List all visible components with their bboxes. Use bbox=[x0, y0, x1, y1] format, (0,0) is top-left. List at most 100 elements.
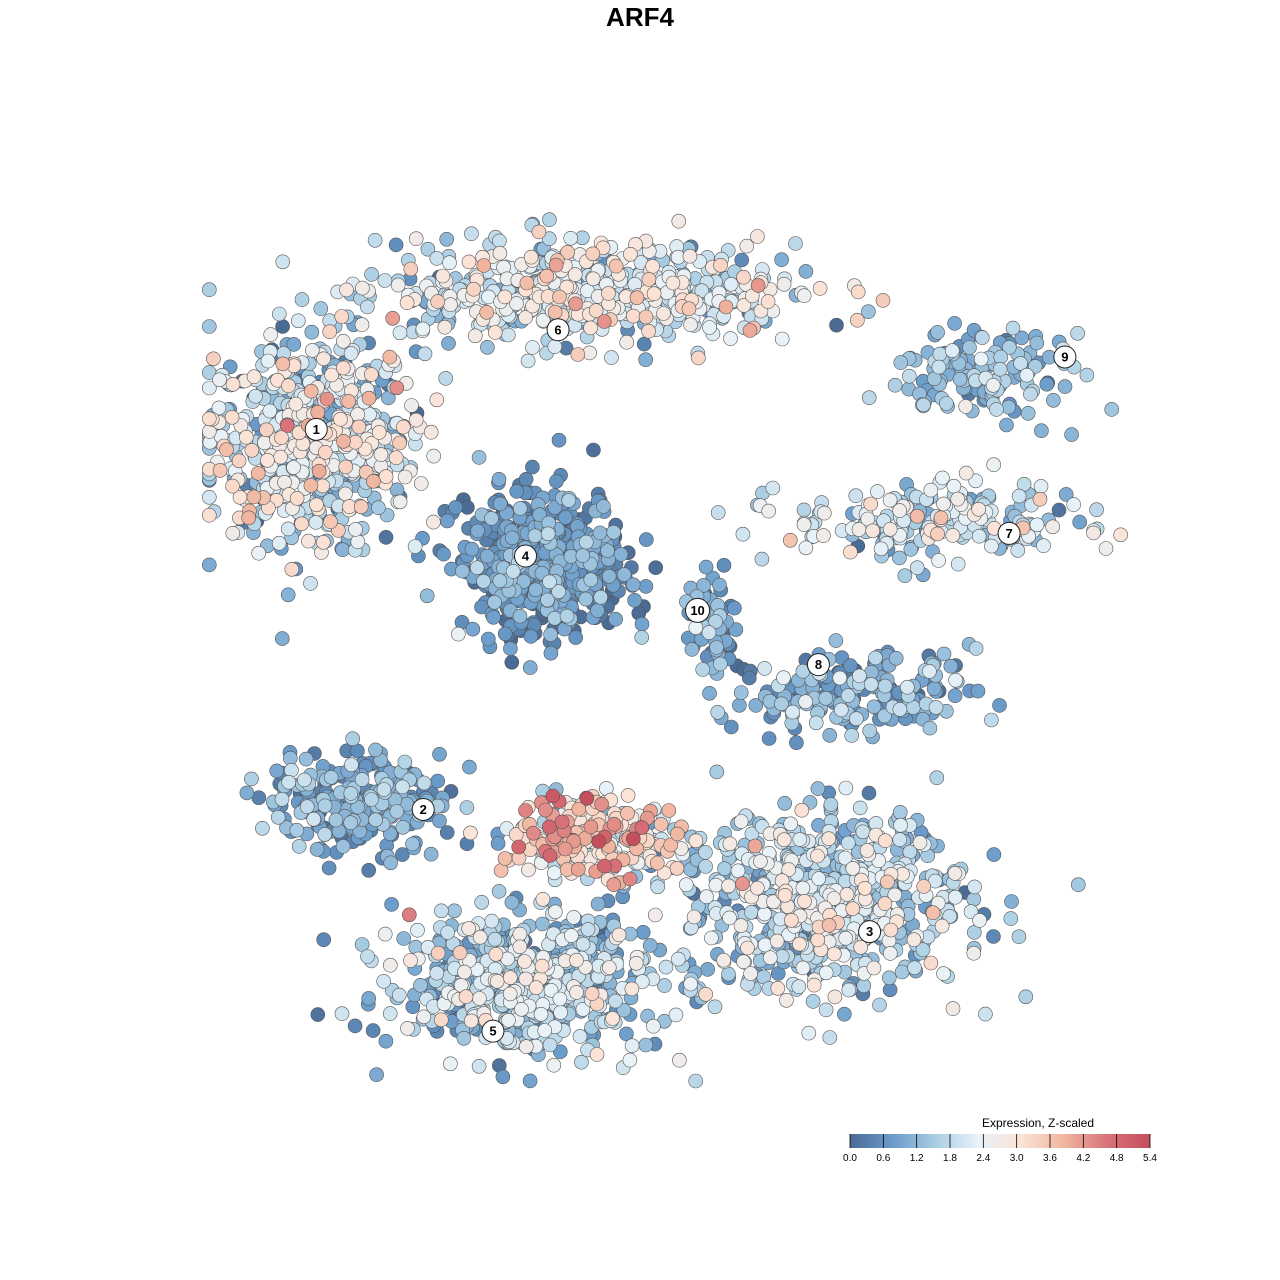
data-point bbox=[335, 839, 351, 854]
data-point bbox=[765, 480, 781, 496]
data-point bbox=[624, 981, 640, 997]
data-point bbox=[344, 757, 359, 773]
data-point bbox=[892, 503, 908, 518]
data-point bbox=[733, 918, 749, 933]
legend-tick-label: 4.2 bbox=[1076, 1153, 1090, 1164]
data-point bbox=[642, 938, 658, 953]
data-point bbox=[794, 802, 810, 818]
data-point bbox=[892, 702, 908, 717]
data-point bbox=[945, 528, 961, 543]
data-point bbox=[561, 493, 577, 508]
data-point bbox=[569, 952, 584, 968]
data-point bbox=[950, 556, 966, 572]
data-point bbox=[534, 916, 550, 932]
data-point bbox=[958, 465, 974, 481]
data-point bbox=[435, 268, 451, 284]
data-point bbox=[277, 474, 292, 490]
data-point bbox=[579, 790, 595, 806]
data-point bbox=[1019, 367, 1035, 383]
data-point bbox=[471, 450, 487, 465]
data-point bbox=[517, 954, 532, 969]
data-point bbox=[1020, 405, 1036, 421]
data-point bbox=[557, 841, 573, 857]
data-point bbox=[463, 825, 478, 841]
data-point bbox=[698, 986, 714, 1002]
data-point bbox=[275, 319, 290, 334]
data-point bbox=[317, 827, 333, 842]
data-point bbox=[906, 932, 922, 948]
data-point bbox=[365, 1023, 381, 1038]
data-point bbox=[377, 926, 393, 942]
data-point bbox=[648, 560, 664, 576]
data-point bbox=[502, 970, 518, 985]
data-point bbox=[749, 880, 765, 896]
data-point bbox=[707, 999, 723, 1015]
data-point bbox=[641, 272, 657, 287]
data-point bbox=[718, 299, 734, 315]
data-point bbox=[774, 696, 789, 712]
data-point bbox=[384, 897, 399, 912]
data-point bbox=[492, 233, 507, 249]
data-point bbox=[269, 763, 285, 779]
data-point bbox=[345, 731, 361, 747]
data-point bbox=[284, 561, 300, 577]
data-point bbox=[709, 640, 724, 655]
data-point bbox=[947, 889, 963, 905]
data-point bbox=[464, 541, 480, 557]
data-point bbox=[532, 507, 547, 523]
data-point bbox=[670, 826, 685, 842]
data-point bbox=[334, 1006, 350, 1022]
data-point bbox=[328, 812, 344, 828]
data-point bbox=[606, 524, 622, 540]
data-point bbox=[861, 304, 876, 320]
data-point bbox=[310, 404, 326, 420]
data-point bbox=[487, 594, 502, 610]
cluster-label-text: 3 bbox=[866, 924, 873, 939]
data-point bbox=[646, 286, 662, 302]
data-point bbox=[202, 557, 217, 573]
data-point bbox=[315, 534, 331, 550]
data-point bbox=[206, 351, 221, 367]
data-point bbox=[922, 720, 938, 736]
data-point bbox=[547, 339, 563, 354]
data-point bbox=[202, 507, 217, 523]
data-point bbox=[538, 802, 553, 818]
data-point bbox=[471, 1059, 487, 1074]
data-point bbox=[395, 779, 410, 795]
data-point bbox=[984, 712, 999, 728]
data-point bbox=[966, 945, 982, 961]
cluster-label-2: 2 bbox=[411, 797, 435, 821]
data-point bbox=[535, 891, 551, 907]
data-point bbox=[574, 1054, 589, 1070]
data-point bbox=[400, 1021, 415, 1036]
data-point bbox=[798, 540, 814, 556]
data-point bbox=[859, 843, 875, 858]
data-point bbox=[897, 568, 913, 584]
data-point bbox=[271, 306, 287, 322]
data-point bbox=[306, 811, 322, 827]
data-point bbox=[584, 986, 600, 1001]
cluster-label-6: 6 bbox=[546, 318, 570, 342]
data-point bbox=[606, 816, 622, 832]
data-point bbox=[730, 863, 746, 879]
data-point bbox=[863, 496, 879, 512]
data-point bbox=[625, 308, 641, 324]
data-point bbox=[546, 1057, 562, 1073]
data-point bbox=[636, 336, 652, 352]
data-point bbox=[646, 1018, 661, 1034]
data-point bbox=[390, 277, 406, 293]
data-point bbox=[827, 989, 843, 1005]
data-point bbox=[353, 499, 369, 515]
data-point bbox=[554, 814, 570, 830]
data-point bbox=[593, 589, 609, 605]
data-point bbox=[464, 226, 479, 241]
data-point bbox=[1034, 423, 1049, 439]
data-point bbox=[348, 522, 363, 537]
data-point bbox=[823, 797, 839, 812]
data-point bbox=[492, 245, 508, 261]
legend-tick-label: 1.2 bbox=[910, 1153, 924, 1164]
data-point bbox=[712, 656, 728, 672]
data-point bbox=[627, 592, 642, 608]
data-point bbox=[361, 991, 377, 1006]
data-point bbox=[909, 560, 925, 576]
